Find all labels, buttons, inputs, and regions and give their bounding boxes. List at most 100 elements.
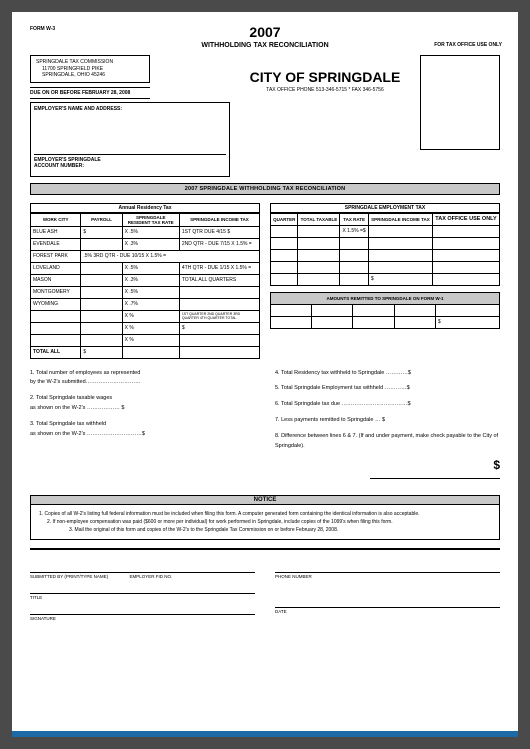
cell bbox=[179, 346, 259, 358]
col-workcity: WORK CITY bbox=[31, 213, 81, 226]
line5: 5. Total Springdale Employment tax withh… bbox=[275, 384, 500, 394]
notice-3: 3. Mail the original of this form and co… bbox=[39, 526, 491, 534]
cell: WYOMING bbox=[31, 298, 81, 310]
year: 2007 bbox=[30, 24, 500, 40]
cell: 4TH QTR - DUE 1/15 X 1.5% = bbox=[179, 262, 259, 274]
line2: 2. Total Springdale taxable wages bbox=[30, 394, 255, 404]
cell: $ bbox=[81, 226, 122, 238]
commission-addr2: SPRINGDALE, OHIO 45246 bbox=[36, 72, 144, 79]
cell bbox=[179, 334, 259, 346]
line3: 3. Total Springdale tax withheld bbox=[30, 420, 255, 430]
cell bbox=[122, 346, 179, 358]
cell bbox=[31, 310, 81, 322]
notice-title: NOTICE bbox=[30, 495, 500, 505]
sig-submitted-by: SUBMITTED BY (PRINT/TYPE NAME) bbox=[30, 574, 108, 579]
office-use-box bbox=[420, 55, 500, 150]
form-title: WITHHOLDING TAX RECONCILIATION bbox=[201, 42, 328, 49]
commission-box: SPRINGDALE TAX COMMISSION 11700 SPRINGFI… bbox=[30, 55, 150, 83]
office-use-label: FOR TAX OFFICE USE ONLY bbox=[434, 42, 502, 48]
total-dollar: $ bbox=[370, 455, 500, 480]
col-rate: SPRINGDALE RESIDENT TAX RATE bbox=[122, 213, 179, 226]
cell bbox=[31, 334, 81, 346]
cell: X .5% bbox=[122, 226, 179, 238]
cell bbox=[81, 286, 122, 298]
city-title: CITY OF SPRINGDALE bbox=[230, 69, 420, 85]
line8b: Springdale). bbox=[275, 442, 500, 452]
cell bbox=[81, 238, 122, 250]
sig-signature: SIGNATURE bbox=[30, 614, 255, 621]
cell: 1ST QUARTER 2ND QUARTER 3RD QUARTER 4TH … bbox=[179, 310, 259, 322]
col-sp-incometax: SPRINGDALE INCOME TAX bbox=[368, 213, 432, 225]
cell: MONTGOMERY bbox=[31, 286, 81, 298]
cell: MASON bbox=[31, 274, 81, 286]
col-incometax: SPRINGDALE INCOME TAX bbox=[179, 213, 259, 226]
emp-acct-label2: ACCOUNT NUMBER: bbox=[34, 163, 226, 169]
cell: $ bbox=[435, 316, 499, 328]
cell bbox=[81, 274, 122, 286]
cell: X .3% bbox=[122, 274, 179, 286]
col-payroll: PAYROLL bbox=[81, 213, 122, 226]
right-table-header: SPRINGDALE EMPLOYMENT TAX bbox=[270, 203, 500, 213]
sig-phone: PHONE NUMBER bbox=[275, 572, 500, 579]
cell: X 1.5% =$ bbox=[340, 225, 368, 237]
line7: 7. Less payments remitted to Springdale … bbox=[275, 416, 500, 426]
line2b: as shown on the W-2's ……………… $ bbox=[30, 404, 255, 414]
col-office-use: TAX OFFICE USE ONLY bbox=[433, 213, 500, 225]
cell bbox=[81, 310, 122, 322]
cell: X % bbox=[122, 322, 179, 334]
cell: .5% 3RD QTR - DUE 10/15 X 1.5% = bbox=[81, 250, 260, 262]
line1b: by the W-2's submitted………………………… bbox=[30, 378, 255, 388]
line4: 4. Total Residency tax withheld to Sprin… bbox=[275, 369, 500, 379]
line8: 8. Difference between lines 6 & 7. (If a… bbox=[275, 432, 500, 442]
cell bbox=[81, 334, 122, 346]
cell: FOREST PARK bbox=[31, 250, 81, 262]
cell: TOTAL ALL QUARTERS bbox=[179, 274, 259, 286]
totals-section: 1. Total number of employees as represen… bbox=[30, 369, 500, 480]
col-quarter: QUARTER bbox=[271, 213, 298, 225]
col-taxable: TOTAL TAXABLE bbox=[298, 213, 340, 225]
section-band: 2007 SPRINGDALE WITHHOLDING TAX RECONCIL… bbox=[30, 183, 500, 195]
emp-name-label: EMPLOYER'S NAME AND ADDRESS: bbox=[34, 106, 226, 112]
sig-fid: EMPLOYER FID NO. bbox=[129, 574, 172, 579]
notice-body: 1. Copies of all W-2's listing full fede… bbox=[30, 505, 500, 540]
cell: $ bbox=[179, 322, 259, 334]
line3b: as shown on the W-2's …………………………$ bbox=[30, 430, 255, 440]
cell: X .3% bbox=[122, 238, 179, 250]
cell bbox=[31, 322, 81, 334]
footer-bar bbox=[12, 731, 518, 737]
sig-date: DATE bbox=[275, 607, 500, 614]
signature-section: SUBMITTED BY (PRINT/TYPE NAME) EMPLOYER … bbox=[30, 562, 500, 621]
annual-residency-table: Annual Residency Tax WORK CITY PAYROLL S… bbox=[30, 203, 260, 359]
cell: $ bbox=[368, 273, 432, 285]
sig-title: TITLE bbox=[30, 593, 255, 600]
cell: EVENDALE bbox=[31, 238, 81, 250]
form-page: FORM W-3 2007 WITHHOLDING TAX RECONCILIA… bbox=[12, 12, 518, 737]
remit-header: AMOUNTS REMITTED TO SPRINGDALE ON FORM W… bbox=[271, 292, 500, 304]
col-taxrate: TAX RATE bbox=[340, 213, 368, 225]
cell: 2ND QTR - DUE 7/15 X 1.5% = bbox=[179, 238, 259, 250]
due-date: DUE ON OR BEFORE FEBRUARY 28, 2008 bbox=[30, 87, 150, 99]
cell: 1ST QTR DUE 4/15 $ bbox=[179, 226, 259, 238]
city-sub: TAX OFFICE PHONE 513-346-5715 * FAX 346-… bbox=[230, 87, 420, 93]
employment-tax-table: SPRINGDALE EMPLOYMENT TAX QUARTER TOTAL … bbox=[270, 203, 500, 359]
cell: LOVELAND bbox=[31, 262, 81, 274]
notice-2: 2. If non-employee compensation was paid… bbox=[39, 518, 491, 526]
cell: X .5% bbox=[122, 286, 179, 298]
cell bbox=[179, 286, 259, 298]
left-table-header: Annual Residency Tax bbox=[30, 203, 260, 213]
line1: 1. Total number of employees as represen… bbox=[30, 369, 255, 379]
cell bbox=[81, 322, 122, 334]
cell: X % bbox=[122, 334, 179, 346]
line6: 6. Total Springdale tax due ………………………………… bbox=[275, 400, 500, 410]
cell bbox=[81, 262, 122, 274]
cell bbox=[81, 298, 122, 310]
cell: $ bbox=[81, 346, 122, 358]
cell: BLUE ASH bbox=[31, 226, 81, 238]
cell bbox=[179, 298, 259, 310]
cell: X .7% bbox=[122, 298, 179, 310]
notice-1: 1. Copies of all W-2's listing full fede… bbox=[39, 510, 491, 518]
cell: X .5% bbox=[122, 262, 179, 274]
employer-box: EMPLOYER'S NAME AND ADDRESS: EMPLOYER'S … bbox=[30, 102, 230, 177]
cell: X % bbox=[122, 310, 179, 322]
cell: TOTAL ALL bbox=[31, 346, 81, 358]
